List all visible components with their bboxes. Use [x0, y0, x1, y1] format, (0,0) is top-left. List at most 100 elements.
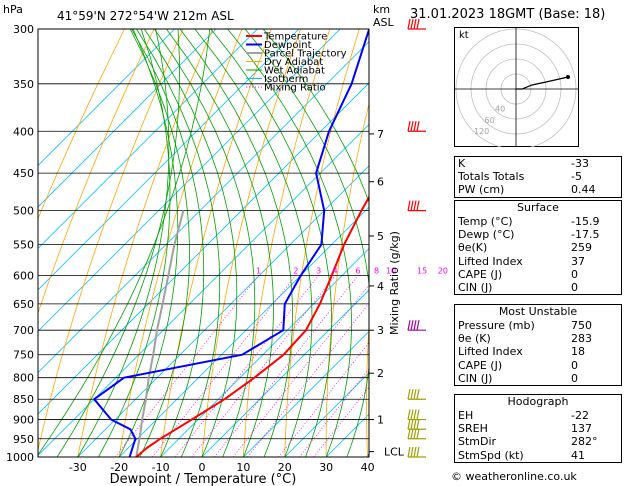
row-value: 0 [571, 358, 578, 372]
wind-barb-flag [410, 446, 414, 458]
hodograph-ring-label: 60 [485, 116, 495, 125]
row-label: Temp (°C) [458, 215, 513, 228]
table-row: Lifted Index 18 [455, 345, 621, 358]
row-label: CIN (J) [458, 280, 493, 294]
row-label: CAPE (J) [458, 358, 503, 372]
wind-barb-flag [407, 320, 411, 331]
most-unstable-panel: Most Unstable Pressure (mb) 750 θe (K) 283 L… [454, 304, 622, 386]
row-value: -15.9 [571, 215, 600, 228]
row-value: 259 [571, 241, 592, 255]
pressure-tick-label: 300 [13, 23, 34, 36]
pressure-tick-label: 700 [13, 324, 34, 337]
pressure-tick-label: 400 [13, 125, 34, 138]
pressure-tick-label: 900 [13, 414, 34, 427]
mixing-ratio-line [232, 284, 369, 457]
mixing-ratio-line [151, 275, 297, 457]
pressure-tick-label: 550 [13, 238, 34, 251]
km-tick-label: 1 [377, 414, 384, 427]
isotherm-line [38, 29, 258, 249]
hodograph-title: Hodograph [507, 395, 569, 408]
sounding-profiles [93, 29, 369, 457]
km-tick-label: 6 [377, 176, 384, 189]
wind-barb-flag [416, 409, 420, 420]
mixing-ratio-label: 20 [438, 266, 448, 275]
table-row: EH -22 [455, 409, 621, 422]
row-value: 0 [571, 280, 578, 294]
wind-barb-flag [416, 320, 420, 331]
table-row: Temp (°C) -15.9 [455, 215, 621, 228]
row-value: 137 [571, 422, 592, 436]
mixing-ratio-line [214, 275, 359, 457]
dry-adiabat-line [366, 318, 369, 457]
wet-adiabat-line [262, 29, 369, 457]
temperature-line [135, 195, 369, 457]
table-row: Dewp (°C) -17.5 [455, 228, 621, 241]
wind-barb-flag [413, 320, 417, 331]
isotherm-line [77, 165, 369, 457]
wind-barb-flag [416, 389, 420, 400]
wind-barb-flag [416, 200, 420, 211]
dry-adiabat-line [325, 102, 369, 457]
parcel-trajectory-line [135, 210, 185, 457]
km-tick-label: 4 [377, 280, 384, 293]
mixing-ratio-line [114, 275, 259, 457]
pressure-tick-label: 600 [13, 269, 34, 282]
most-unstable-title: Most Unstable [498, 305, 578, 318]
row-label: StmDir [458, 435, 497, 449]
mixing-ratio-axis-label: Mixing Ratio (g/kg) [388, 231, 401, 335]
row-label: CIN (J) [458, 371, 493, 385]
table-row: PW (cm) 0.44 [455, 183, 621, 196]
pressure-tick-label: 800 [13, 372, 34, 385]
legend-label: Temperature [263, 32, 327, 43]
table-row: θe (K) 283 [455, 332, 621, 345]
isotherm-line [38, 29, 341, 332]
skewt-chart: hPa 41°59'N 272°54'W 212m ASL km ASL 300… [3, 3, 448, 486]
row-value: 750 [571, 319, 592, 332]
wind-barb-flag [407, 446, 411, 458]
temperature-tick-label: 40 [361, 461, 375, 474]
footer-credit: © weatheronline.co.uk [451, 470, 577, 483]
wind-barb-flag [410, 18, 414, 30]
row-label: Pressure (mb) [458, 319, 535, 332]
wet-adiabat-line [56, 29, 180, 457]
pressure-ticks: 300 350 400 450 500 550 600 650 700 750 800 850 900 9… [6, 23, 34, 464]
table-row: Pressure (mb) 750 [455, 319, 621, 332]
pressure-tick-label: 1000 [6, 451, 34, 464]
legend-label: Isotherm [264, 74, 308, 85]
wind-barb-flag [410, 320, 414, 331]
table-row: CIN (J) 0 [455, 372, 621, 385]
row-value: 0 [571, 371, 578, 385]
datetime-label: 31.01.2023 18GMT (Base: 18) [410, 7, 606, 22]
mixing-ratio-lines [114, 275, 369, 457]
mixing-ratio-label: 15 [417, 266, 427, 275]
dewpoint-line [93, 29, 369, 457]
isotherm-line [118, 206, 369, 457]
temperature-tick-label: -30 [69, 461, 87, 474]
wind-barb-flag [416, 446, 420, 458]
wet-adiabat-lines [38, 29, 369, 457]
isotherm-line [38, 29, 300, 291]
row-label: PW (cm) [458, 183, 505, 197]
temperature-tick-label: 0 [199, 461, 206, 474]
table-row: θe(K) 259 [455, 241, 621, 254]
pressure-tick-label: 500 [13, 205, 34, 218]
row-value: 37 [571, 254, 585, 268]
hodograph-marker [566, 75, 570, 79]
wind-barb-flag [410, 419, 414, 430]
row-label: θe(K) [458, 241, 488, 255]
isotherm-line [38, 29, 175, 167]
dry-adiabat-line [118, 29, 243, 457]
row-value: -22 [571, 409, 589, 422]
wind-barb-flag [413, 389, 417, 400]
wind-barb-flag [407, 389, 411, 400]
dry-adiabat-line [38, 29, 184, 452]
wind-barb-flag [410, 428, 414, 439]
wet-adiabat-line [136, 29, 221, 457]
km-axis: 7 6 5 4 3 2 1 LCL [368, 29, 405, 459]
pressure-tick-label: 850 [13, 393, 34, 406]
table-row: StmSpd (kt) 41 [455, 449, 621, 462]
km-tick-label: LCL [384, 446, 405, 459]
mixing-ratio-labels: 12346810152025 [256, 266, 448, 275]
isotherm-lines [38, 29, 369, 457]
